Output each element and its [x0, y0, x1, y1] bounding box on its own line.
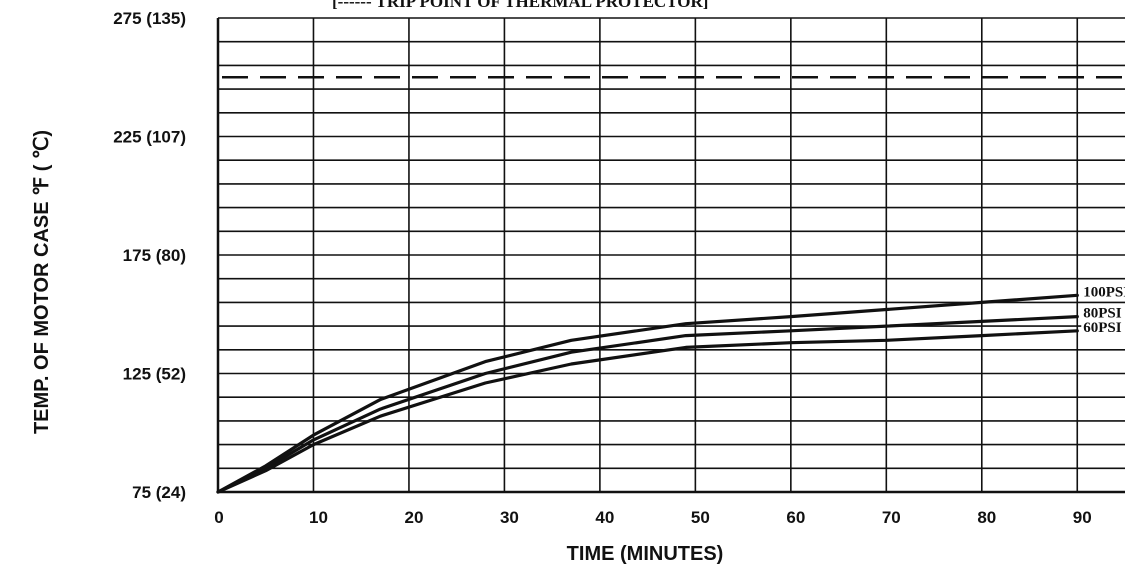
trip-point-annotation: [------ TRIP POINT OF THERMAL PROTECTOR]: [332, 0, 708, 11]
series-label-background: [1081, 303, 1125, 322]
y-tick-label: 275 (135): [113, 9, 186, 28]
x-axis-title: TIME (MINUTES): [567, 543, 724, 565]
series-line-100psi: [216, 293, 1079, 494]
series-line-60psi: [216, 329, 1079, 494]
y-tick-label: 225 (107): [113, 128, 186, 147]
x-tick-label: 50: [691, 508, 710, 527]
y-tick-label: 75 (24): [132, 483, 186, 502]
x-tick-label: 80: [977, 508, 996, 527]
grid: [216, 17, 1125, 494]
x-tick-label: 90: [1073, 508, 1092, 527]
x-tick-label: 70: [882, 508, 901, 527]
y-tick-label: 125 (52): [123, 365, 186, 384]
x-tick-label: 0: [214, 508, 223, 527]
x-tick-labels: 0 10 20 30 40 50 60 70 80 90: [214, 508, 1091, 527]
x-tick-label: 10: [309, 508, 328, 527]
y-tick-labels: 75 (24) 125 (52) 175 (80) 225 (107) 275 (135…: [113, 9, 186, 502]
x-tick-label: 20: [404, 508, 423, 527]
x-tick-label: 40: [595, 508, 614, 527]
series-label-80psi: 80PSI: [1083, 306, 1122, 322]
y-axis-title: TEMP. OF MOTOR CASE ℉ ( ℃): [31, 130, 53, 434]
series-line-80psi: [216, 315, 1079, 494]
series-label-100psi: 100PSI: [1083, 284, 1125, 300]
y-tick-label: 175 (80): [123, 246, 186, 265]
x-tick-label: 30: [500, 508, 519, 527]
series-label-background: [1081, 317, 1125, 336]
series-label-60psi: 60PSI: [1083, 320, 1122, 336]
x-tick-label: 60: [786, 508, 805, 527]
series-group: [216, 293, 1079, 494]
series-label-background: [1081, 282, 1125, 301]
